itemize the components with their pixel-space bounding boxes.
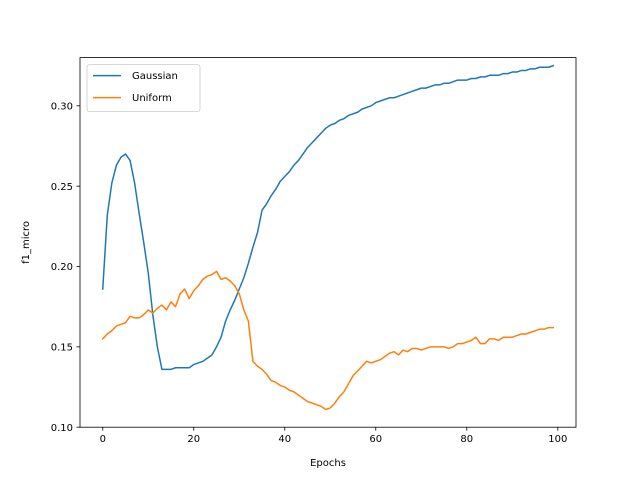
y-tick-label: 0.30 — [51, 101, 73, 112]
y-tick-label: 0.20 — [51, 262, 73, 273]
y-tick-label: 0.15 — [51, 342, 73, 353]
x-tick-label: 80 — [460, 434, 473, 445]
series-line-uniform — [101, 270, 554, 411]
series-line-gaussian — [101, 64, 555, 371]
x-tick-label: 100 — [548, 434, 567, 445]
y-tick-label: 0.10 — [51, 423, 73, 434]
legend-label-uniform: Uniform — [132, 93, 172, 104]
plot-area-frame — [79, 57, 577, 428]
legend: Gaussian Uniform — [86, 64, 201, 112]
legend-label-gaussian: Gaussian — [132, 71, 178, 82]
y-axis-label: f1_micro — [21, 221, 32, 264]
x-axis-label: Epochs — [310, 458, 346, 469]
series-layer — [101, 64, 555, 411]
x-tick-label: 20 — [187, 434, 200, 445]
x-axis-ticks: 0 20 40 60 80 100 — [100, 427, 567, 445]
x-tick-label: 60 — [369, 434, 382, 445]
x-tick-label: 0 — [100, 434, 106, 445]
y-axis-ticks: 0.10 0.15 0.20 0.25 0.30 — [51, 101, 80, 434]
x-tick-label: 40 — [278, 434, 291, 445]
y-tick-label: 0.25 — [51, 182, 73, 193]
